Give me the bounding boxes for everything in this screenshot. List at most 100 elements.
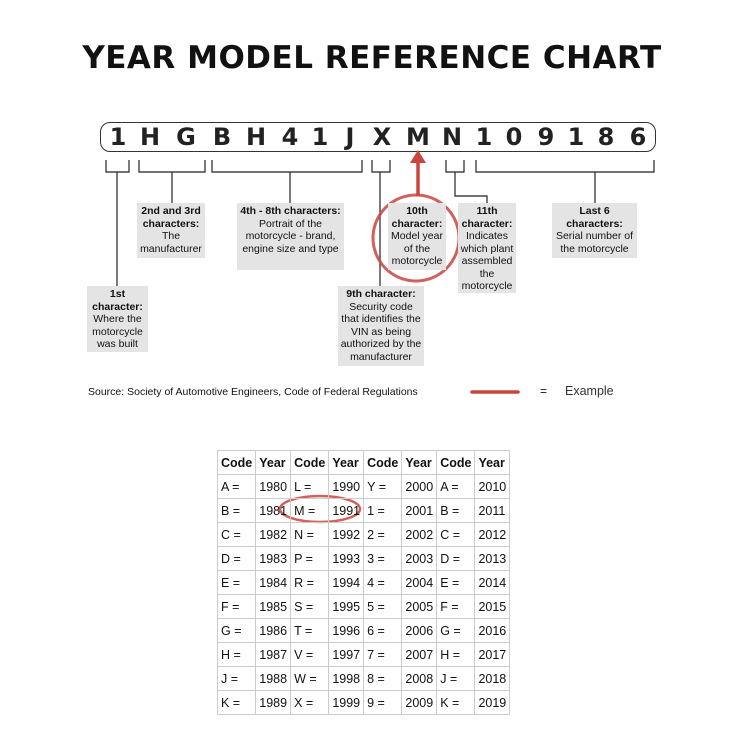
year-cell: 2007 [401,642,438,667]
box-text: Serial number of the motorcycle [555,230,634,255]
year-cell: 1990 [328,474,365,499]
code-cell: A = [216,474,257,499]
year-cell: 1992 [328,522,365,547]
vin-character: 4 [281,123,299,151]
year-cell: 2002 [401,522,438,547]
vin-character: 1 [475,123,493,151]
year-cell: 2004 [401,570,438,595]
box-heading: 2nd and 3rd characters: [141,205,201,230]
column-header: Code [216,450,257,475]
box-heading: Last 6 characters: [566,205,623,230]
code-cell: C = [436,522,476,547]
table-row: D = 1983 P = 1993 3 = 2003 D = 2013 [216,546,511,571]
code-cell: G = [436,618,476,643]
year-cell: 1986 [255,618,292,643]
year-cell: 1985 [255,594,292,619]
vin-character: 1 [109,123,127,151]
year-cell: 1981 [255,498,292,523]
code-cell: N = [290,522,330,547]
bracket-first [105,160,130,286]
source-note: Source: Society of Automotive Engineers,… [88,386,418,398]
box-heading: 1st character: [92,288,143,313]
code-cell: D = [216,546,257,571]
table-header-row: Code Year Code Year Code Year Code Year [216,450,511,475]
table-row: G = 1986 T = 1996 6 = 2006 G = 2016 [216,618,511,643]
year-cell: 2012 [474,522,511,547]
bracket-fourth-eighth [211,160,363,203]
year-cell: 2011 [474,498,511,523]
code-cell: X = [290,690,330,715]
year-cell: 1996 [328,618,365,643]
year-cell: 2014 [474,570,511,595]
table-row: K = 1989 X = 1999 9 = 2009 K = 2019 [216,690,511,715]
box-text: Portrait of the motorcycle - brand, engi… [242,217,339,255]
ninth-character-box: 9th character: Security code that identif… [338,286,424,366]
vin-character: M [406,123,430,151]
year-cell: 1993 [328,546,365,571]
year-cell: 2017 [474,642,511,667]
table-row: F = 1985 S = 1995 5 = 2005 F = 2015 [216,594,511,619]
code-cell: G = [216,618,257,643]
year-cell: 1983 [255,546,292,571]
bracket-ninth [371,160,391,286]
year-cell: 2005 [401,594,438,619]
vin-character: 8 [597,123,615,151]
vin-character: X [372,123,392,151]
year-cell: 1995 [328,594,365,619]
table-row: A = 1980 L = 1990 Y = 2000 A = 2010 [216,474,511,499]
column-header: Year [401,450,438,475]
box-text: Model year of the motorcycle [391,230,443,267]
code-cell: W = [290,666,330,691]
vin-character: H [245,123,267,151]
code-cell: 5 = [363,594,403,619]
year-cell: 1982 [255,522,292,547]
page-title: YEAR MODEL REFERENCE CHART [82,40,662,76]
year-cell: 2008 [401,666,438,691]
year-cell: 2016 [474,618,511,643]
box-text: Indicates which plant assembled the moto… [460,230,514,292]
code-cell: J = [216,666,257,691]
box-text: Security code that identifies the VIN as… [340,300,422,363]
code-cell: P = [290,546,330,571]
code-cell: 4 = [363,570,403,595]
last-six-characters-box: Last 6 characters: Serial number of the m… [552,203,637,258]
code-cell: E = [436,570,476,595]
eleventh-character-box: 11th character: Indicates which plant ass… [458,203,516,293]
vin-character: 9 [537,123,555,151]
table-row: B = 1981 M = 1991 1 = 2001 B = 2011 [216,498,511,523]
year-cell: 2010 [474,474,511,499]
table-row: J = 1988 W = 1998 8 = 2008 J = 2018 [216,666,511,691]
column-header: Year [328,450,365,475]
code-cell: M = [290,498,330,523]
code-cell: J = [436,666,476,691]
vin-character: 1 [567,123,585,151]
code-cell: K = [436,690,476,715]
code-cell: A = [436,474,476,499]
code-cell: L = [290,474,330,499]
year-cell: 1989 [255,690,292,715]
year-cell: 2015 [474,594,511,619]
bracket-last-six [475,160,655,203]
second-third-character-box: 2nd and 3rd characters: The manufacturer [137,203,205,258]
year-cell: 2009 [401,690,438,715]
code-cell: D = [436,546,476,571]
year-cell: 1999 [328,690,365,715]
code-cell: 7 = [363,642,403,667]
year-cell: 1997 [328,642,365,667]
tenth-character-box: 10th character: Model year of the motorcy… [388,203,446,270]
column-header: Code [436,450,476,475]
year-cell: 2006 [401,618,438,643]
box-heading: 9th character: [346,288,416,300]
box-heading: 11th character: [461,205,513,230]
code-cell: V = [290,642,330,667]
year-cell: 2013 [474,546,511,571]
year-cell: 1998 [328,666,365,691]
fourth-eighth-character-box: 4th - 8th characters: Portrait of the mot… [237,203,344,270]
code-cell: B = [216,498,257,523]
code-cell: C = [216,522,257,547]
year-cell: 2000 [401,474,438,499]
code-cell: S = [290,594,330,619]
vin-character: G [176,123,196,151]
year-cell: 2019 [474,690,511,715]
